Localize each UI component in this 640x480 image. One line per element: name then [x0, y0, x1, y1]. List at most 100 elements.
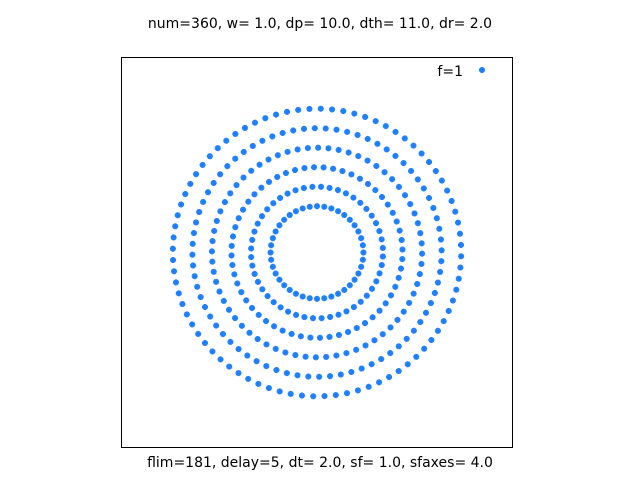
data-point	[327, 313, 334, 320]
data-point	[287, 390, 294, 397]
data-point	[359, 256, 366, 263]
data-point	[216, 288, 223, 295]
data-point	[372, 118, 379, 125]
data-point	[283, 370, 290, 377]
data-point	[190, 262, 197, 269]
data-point	[433, 215, 440, 222]
data-point	[350, 304, 357, 311]
data-point	[395, 368, 402, 375]
data-point	[333, 126, 340, 133]
data-point	[249, 262, 256, 269]
data-point	[300, 185, 307, 192]
data-point	[368, 361, 375, 368]
data-point	[438, 247, 445, 254]
data-point	[249, 142, 256, 149]
data-point	[363, 205, 370, 212]
data-point	[284, 190, 291, 197]
data-point	[281, 216, 288, 223]
chart-title: num=360, w= 1.0, dp= 10.0, dth= 11.0, dr…	[147, 16, 493, 32]
data-point	[440, 318, 447, 325]
data-point	[178, 201, 185, 208]
data-point	[342, 190, 349, 197]
data-point	[279, 130, 286, 137]
data-point	[379, 244, 386, 251]
data-point	[414, 176, 421, 183]
data-point	[321, 393, 328, 400]
data-point	[416, 271, 423, 278]
data-point	[365, 383, 372, 390]
data-point	[193, 171, 200, 178]
data-point	[258, 184, 265, 191]
data-point	[362, 320, 369, 327]
data-point	[281, 282, 288, 289]
data-point	[376, 307, 383, 314]
data-point	[355, 270, 362, 277]
data-point	[175, 290, 182, 297]
data-point	[395, 183, 402, 190]
data-point	[376, 228, 383, 235]
data-point	[358, 365, 365, 372]
data-point	[400, 160, 407, 167]
data-point	[269, 133, 276, 140]
data-point	[410, 327, 417, 334]
data-point	[210, 179, 217, 186]
data-point	[329, 106, 336, 113]
data-point	[193, 219, 200, 226]
data-point	[326, 184, 333, 191]
data-point	[339, 168, 346, 175]
data-point	[314, 203, 320, 210]
data-point	[431, 289, 438, 296]
data-point	[330, 165, 337, 172]
data-point	[292, 290, 299, 297]
data-point	[299, 293, 306, 300]
data-point	[419, 250, 426, 257]
data-point	[282, 170, 289, 177]
data-point	[335, 311, 342, 318]
data-point	[223, 137, 230, 144]
data-point	[389, 209, 396, 216]
data-point	[189, 251, 196, 258]
data-point	[182, 191, 189, 198]
data-point	[449, 297, 456, 304]
data-point	[359, 242, 366, 249]
data-point	[418, 260, 425, 267]
data-point	[364, 135, 371, 142]
data-point	[340, 108, 347, 115]
data-point	[348, 368, 355, 375]
data-point	[282, 349, 289, 356]
data-point	[217, 208, 224, 215]
data-point	[300, 125, 307, 132]
data-point	[306, 105, 313, 112]
data-point	[238, 289, 245, 296]
data-point	[351, 276, 358, 283]
data-point	[437, 236, 444, 243]
data-point	[379, 253, 386, 260]
data-point	[245, 375, 252, 382]
data-point	[376, 270, 383, 277]
data-point	[427, 300, 434, 307]
data-point	[353, 325, 360, 332]
data-point	[434, 279, 441, 286]
data-point	[284, 108, 291, 115]
data-point	[378, 194, 385, 201]
data-point	[292, 208, 299, 215]
data-point	[355, 228, 362, 235]
data-point	[406, 299, 413, 306]
data-point	[414, 220, 421, 227]
data-point	[274, 152, 281, 159]
data-point	[346, 282, 353, 289]
data-point	[292, 167, 299, 174]
data-point	[170, 257, 177, 264]
data-point	[273, 111, 280, 118]
data-point	[295, 106, 302, 113]
data-point	[426, 195, 433, 202]
data-point	[245, 198, 252, 205]
data-point	[213, 217, 220, 224]
data-point	[371, 337, 378, 344]
data-point	[455, 275, 462, 282]
data-point	[210, 268, 217, 275]
data-point	[392, 283, 399, 290]
data-point	[219, 331, 226, 338]
data-point	[251, 119, 258, 126]
data-point	[350, 194, 357, 201]
